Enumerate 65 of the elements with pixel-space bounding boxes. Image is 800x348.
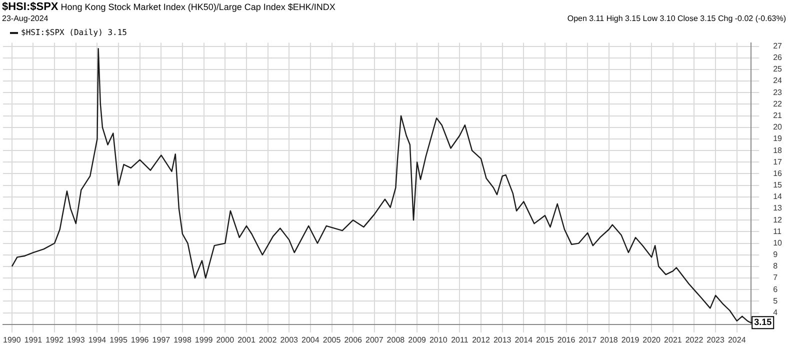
x-tick-label: 2003 (280, 335, 299, 344)
x-tick-label: 2020 (642, 335, 662, 344)
y-tick-label: 27 (773, 41, 783, 50)
x-tick-label: 2021 (664, 335, 682, 344)
x-tick-label: 2010 (429, 335, 448, 344)
x-tick-label: 1998 (174, 335, 192, 344)
y-tick-label: 24 (773, 76, 783, 86)
x-tick-label: 2023 (706, 335, 725, 344)
y-tick-label: 18 (773, 146, 783, 155)
x-tick-label: 2000 (216, 335, 235, 344)
x-tick-label: 2018 (600, 335, 618, 344)
x-tick-label: 2022 (685, 335, 704, 344)
chart-title: $HSI:$SPX (2, 1, 58, 13)
x-tick-label: 2016 (557, 335, 576, 344)
x-tick-label: 2001 (238, 335, 256, 344)
x-tick-label: 2019 (621, 335, 640, 344)
x-tick-label: 1996 (130, 335, 150, 344)
x-tick-label: 1990 (3, 335, 22, 344)
text: 23-Aug-2024 (2, 14, 48, 23)
y-tick-label: 23 (773, 88, 783, 97)
y-tick-label: 21 (773, 111, 783, 120)
y-tick-label: 11 (773, 226, 782, 236)
x-tick-label: 1991 (24, 335, 43, 344)
x-tick-label: 2014 (514, 335, 534, 344)
y-tick-label: 26 (773, 53, 783, 62)
x-tick-label: 2007 (365, 335, 384, 344)
x-tick-label: 1994 (88, 335, 107, 344)
x-tick-label: 2017 (578, 335, 598, 344)
x-tick-label: 2002 (258, 335, 278, 344)
x-tick-label: 1999 (194, 335, 214, 344)
x-tick-label: 1995 (110, 335, 128, 344)
y-tick-label: 14 (773, 192, 783, 202)
x-tick-label: 2005 (322, 335, 342, 344)
x-tick-label: 2013 (493, 335, 512, 344)
x-tick-label: 2024 (728, 335, 746, 344)
y-tick-label: 16 (773, 168, 783, 178)
y-tick-label: 5 (773, 296, 778, 306)
y-tick-label: 15 (773, 180, 783, 190)
y-tick-label: 12 (773, 215, 783, 224)
y-tick-label: 7 (773, 273, 778, 282)
x-tick-label: 2006 (344, 335, 363, 344)
chart-subtitle: Hong Kong Stock Market Index (HK50)/Large Cap Index $EHK/INDX (60, 2, 336, 12)
y-tick-label: 9 (773, 250, 778, 260)
x-tick-label: 2015 (536, 335, 554, 344)
x-tick-label: 2008 (386, 335, 406, 344)
x-tick-label: 2011 (451, 335, 469, 344)
y-tick-label: 19 (773, 134, 783, 144)
y-tick-label: 25 (773, 64, 783, 74)
text: Open 3.11 High 3.15 Low 3.10 Close 3.15 Chg -0.02 (-0.63%) (567, 14, 786, 23)
y-tick-label: 22 (773, 99, 783, 108)
x-tick-label: 1997 (152, 335, 171, 344)
y-tick-label: 20 (773, 122, 783, 132)
y-tick-label: 4 (773, 308, 778, 318)
x-tick-label: 2004 (302, 335, 320, 344)
legend-label: $HSI:$SPX (Daily) 3.15 (21, 28, 127, 37)
x-tick-label: 2012 (472, 335, 490, 344)
x-tick-label: 2009 (408, 335, 427, 344)
annotation: 3.15 (754, 317, 772, 328)
y-tick-label: 13 (773, 204, 783, 213)
x-tick-label: 1992 (46, 335, 64, 344)
y-tick-label: 6 (773, 284, 778, 294)
x-tick-label: 1993 (67, 335, 86, 344)
y-tick-label: 10 (773, 238, 783, 248)
y-tick-label: 8 (773, 262, 778, 271)
y-tick-label: 17 (773, 157, 783, 166)
